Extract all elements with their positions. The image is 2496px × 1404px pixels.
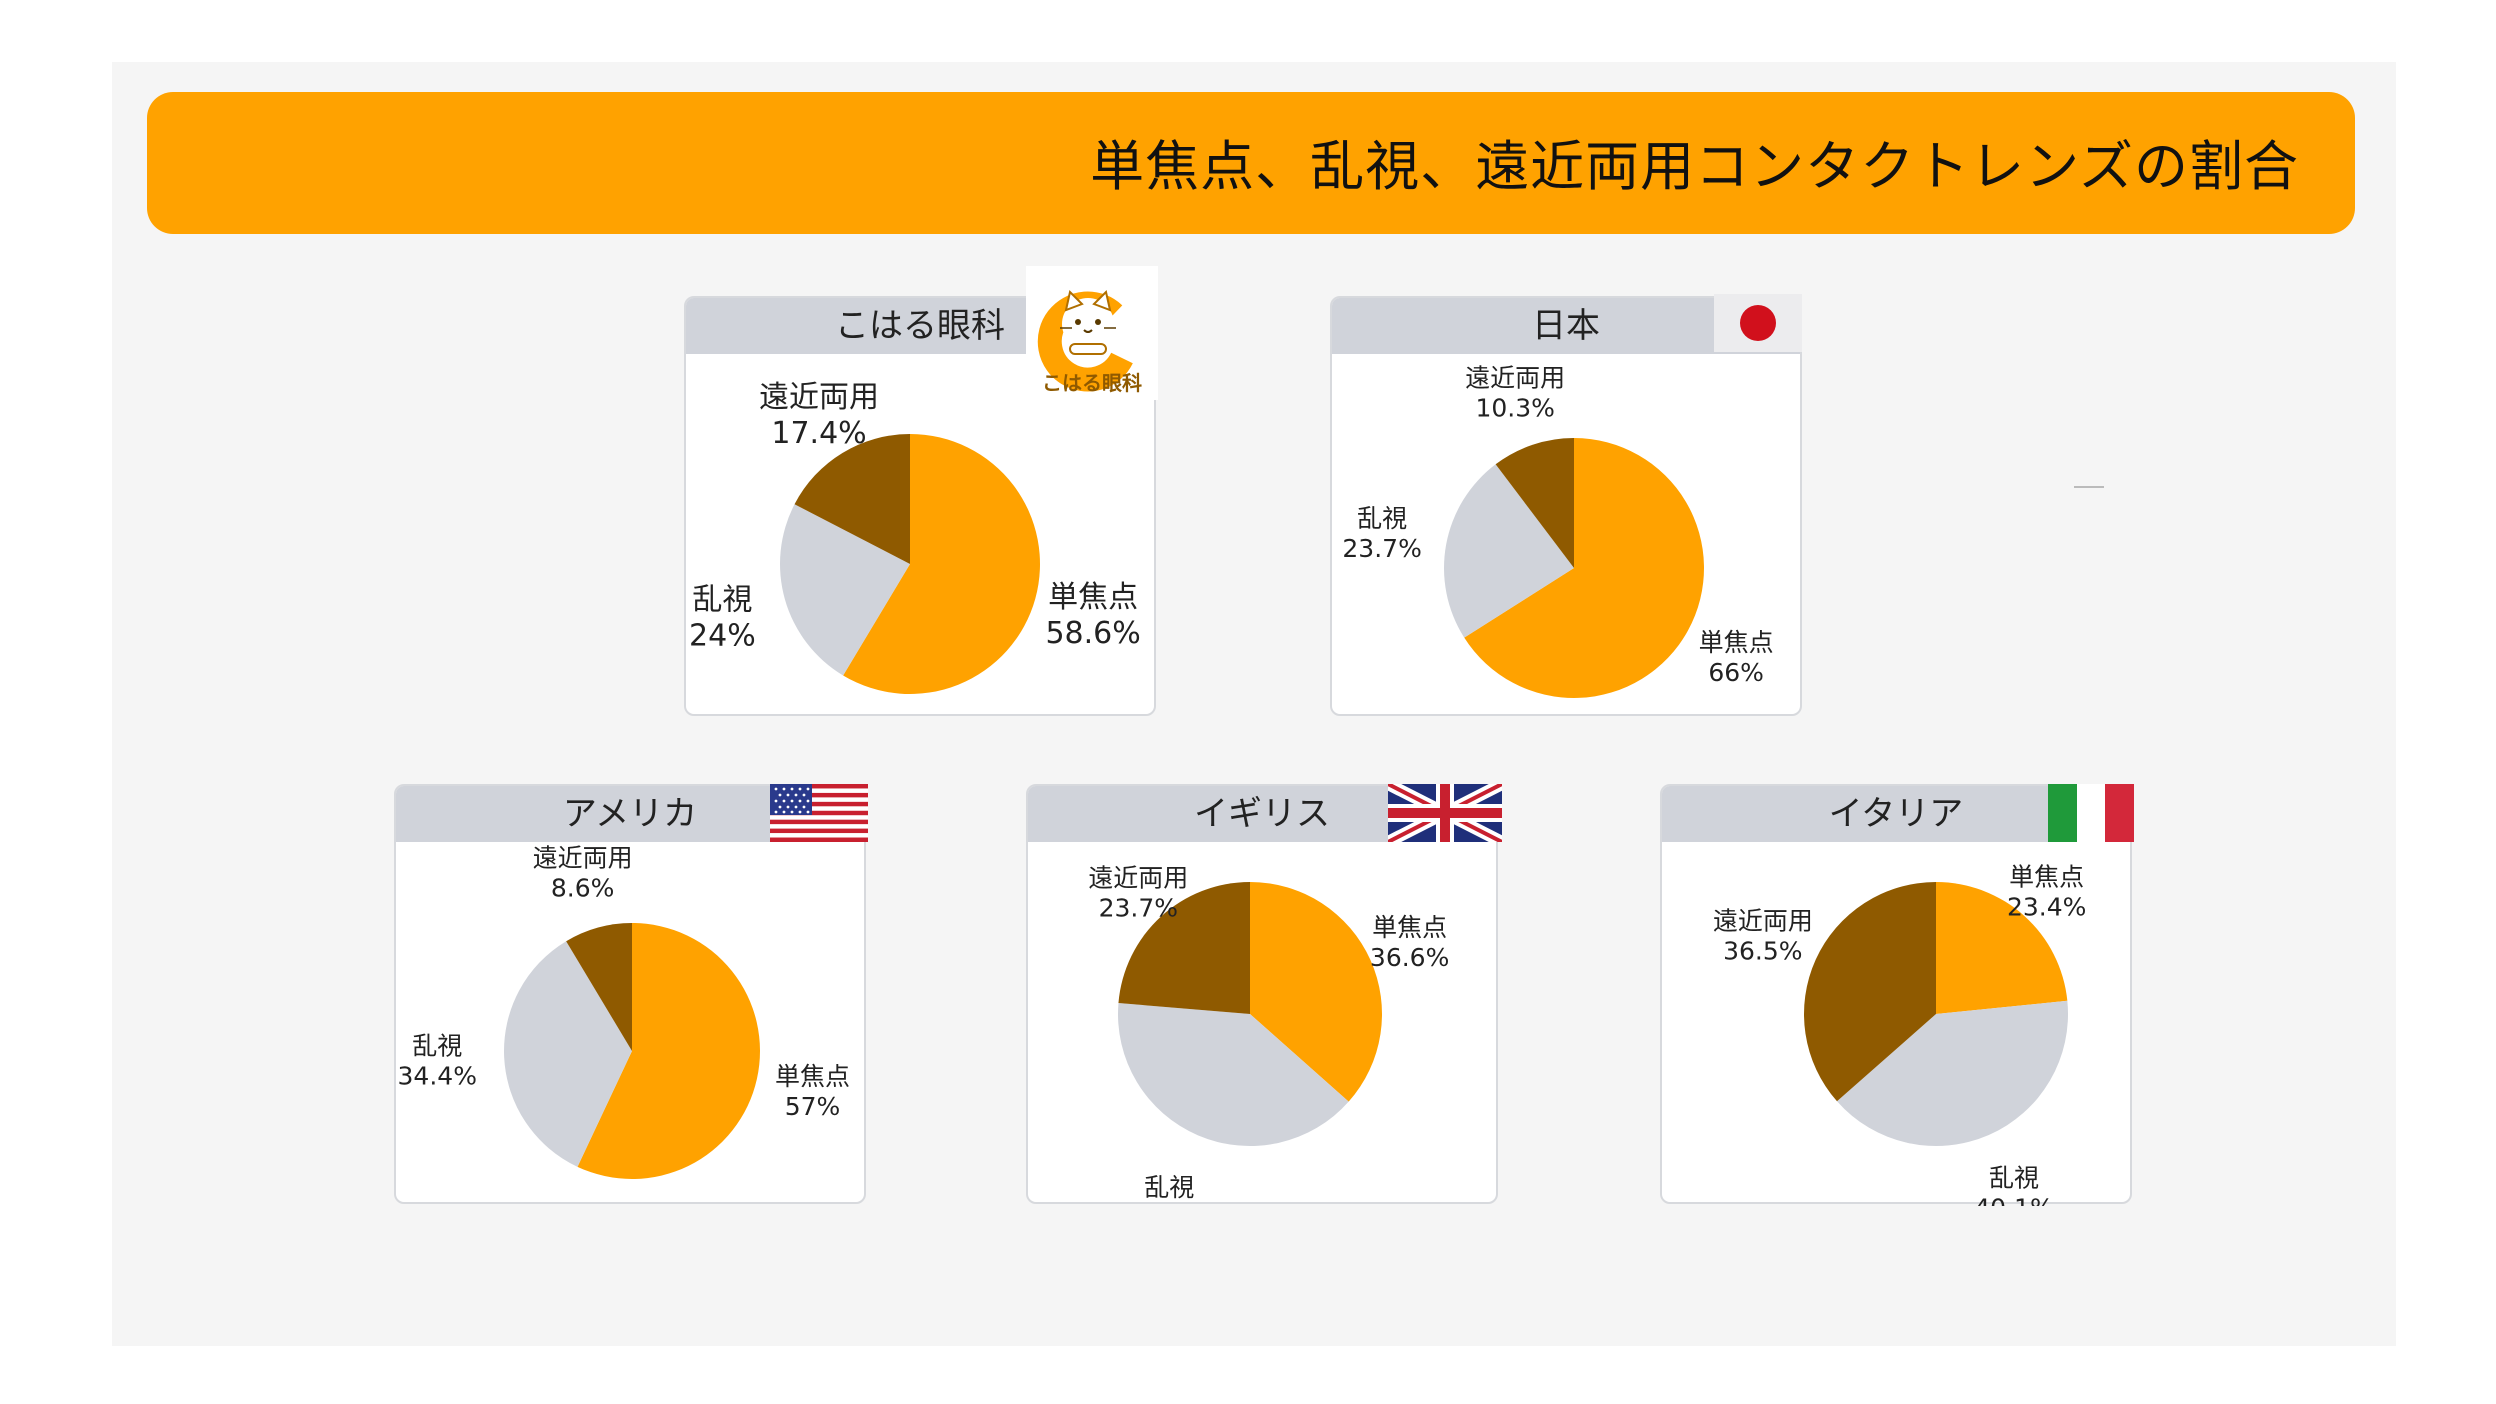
slice-value-multifocal: 23.7% [1099,893,1178,922]
slice-value-astigmatism: 39.8% [1130,1203,1209,1206]
usa-flag-icon [770,784,868,842]
pie-slice-single-focus [1464,438,1704,698]
slice-value-single-focus: 36.6% [1370,943,1449,972]
logo-text: こはる眼科 [1042,371,1142,395]
pie-slice-astigmatism [780,504,910,676]
slice-value-astigmatism: 40.1% [1974,1193,2053,1206]
pie-slice-multifocal [566,923,632,1051]
pie-card-usa: アメリカ 単焦点 57% 乱視 34.4% 遠近両用 8.6% [394,784,866,1204]
slice-value-multifocal: 36.5% [1723,937,1802,966]
pie-slice-single-focus [1936,882,2068,1014]
slice-value-astigmatism: 34.4% [398,1062,477,1091]
page-title: 単焦点、乱視、遠近両用コンタクトレンズの割合 [1090,135,2299,198]
card-title: こはる眼科 [835,306,1005,346]
slice-value-single-focus: 66% [1708,658,1764,687]
slice-value-astigmatism: 24% [689,619,756,654]
card-title: イタリア [1828,794,1964,834]
pie-slice-multifocal [1804,882,1936,1102]
pie-slice-astigmatism [504,941,632,1167]
slice-label-multifocal: 遠近両用 [1713,907,1813,936]
slice-label-multifocal: 遠近両用 [533,843,633,872]
slice-value-single-focus: 57% [785,1092,841,1121]
clinic-logo: こはる眼科 [1026,266,1158,400]
slice-label-astigmatism: 乱視 [1357,504,1407,533]
slice-label-single-focus: 単焦点 [2009,862,2084,891]
slice-label-single-focus: 単焦点 [1048,580,1138,615]
pie-slice-single-focus [577,923,760,1179]
cat-icon: こはる眼科 [1037,290,1142,395]
slice-label-single-focus: 単焦点 [1699,628,1774,657]
slice-value-single-focus: 58.6% [1045,616,1140,651]
decorative-mark [2074,474,2104,488]
slice-value-multifocal: 10.3% [1475,393,1554,422]
slice-label-multifocal: 遠近両用 [1465,363,1565,392]
pie-slice-astigmatism [1836,1000,2068,1146]
italy-flag-icon [2048,784,2134,842]
slice-label-single-focus: 単焦点 [1372,913,1447,942]
slice-label-astigmatism: 乱視 [1144,1173,1194,1202]
slice-value-astigmatism: 23.7% [1342,534,1421,563]
pie-slice-astigmatism [1118,1003,1349,1146]
slice-label-multifocal: 遠近両用 [1088,863,1188,892]
card-title: アメリカ [562,794,698,834]
pie-slice-multifocal [1118,882,1250,1014]
slice-value-multifocal: 17.4% [771,416,866,451]
pie-slice-single-focus [1250,882,1382,1102]
slice-label-astigmatism: 乱視 [412,1032,462,1061]
slice-label-single-focus: 単焦点 [775,1062,850,1091]
pie-card-japan: 日本 単焦点 66% 乱視 23.7% 遠近両用 10.3% [1330,296,1802,716]
slice-value-multifocal: 8.6% [551,873,615,902]
slice-label-astigmatism: 乱視 [1989,1163,2039,1192]
pie-slice-multifocal [794,434,910,564]
uk-flag-icon [1385,778,1505,848]
pie-slice-multifocal [1495,438,1574,568]
card-title: イギリス [1194,794,1330,834]
slice-label-multifocal: 遠近両用 [759,380,879,415]
slice-label-astigmatism: 乱視 [692,583,752,618]
pie-slice-single-focus [843,434,1040,694]
card-title: 日本 [1532,306,1600,346]
title-banner: 単焦点、乱視、遠近両用コンタクトレンズの割合 [147,92,2355,234]
japan-flag-icon [1714,294,1802,352]
pie-slice-astigmatism [1444,464,1574,638]
slice-value-single-focus: 23.4% [2007,892,2086,921]
